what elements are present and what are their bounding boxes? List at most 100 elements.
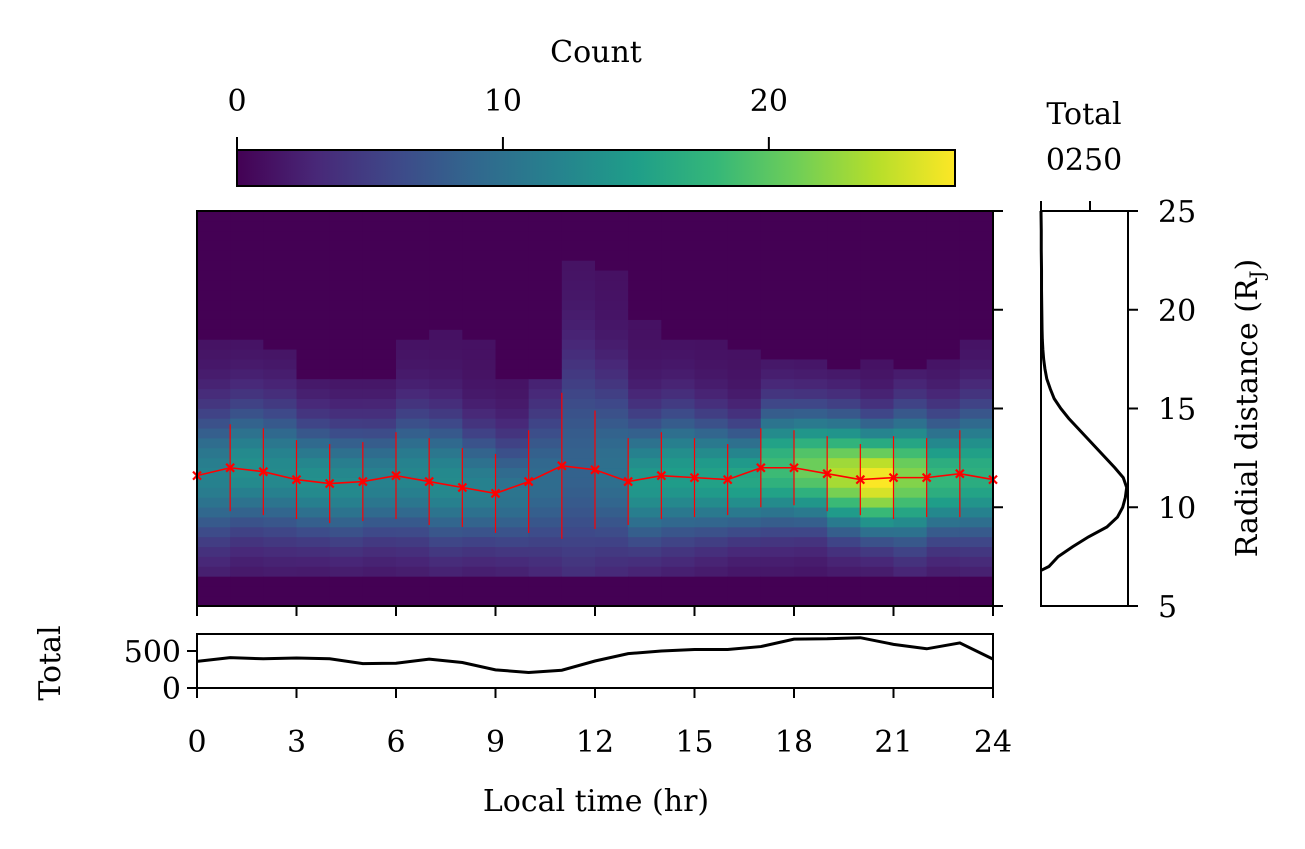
heatmap-cell: [794, 250, 828, 261]
heatmap-cell: [595, 348, 629, 360]
time-total-y-tick-label: 500: [124, 635, 181, 670]
heatmap-cell: [727, 220, 762, 232]
heatmap-cell: [661, 595, 696, 607]
heatmap-cell: [230, 348, 264, 360]
heatmap-cell: [694, 240, 729, 251]
heatmap-cell: [362, 250, 397, 261]
heatmap-cell: [561, 230, 596, 241]
heatmap-cell: [727, 477, 762, 488]
heatmap-cell: [893, 546, 928, 557]
heatmap-cell: [661, 457, 696, 469]
heatmap-cell: [263, 408, 298, 419]
heatmap-cell: [926, 457, 961, 469]
heatmap-cell: [495, 339, 530, 350]
heatmap-cell: [197, 220, 231, 232]
heatmap-cell: [661, 210, 696, 222]
heatmap-cell: [561, 576, 596, 587]
heatmap-cell: [296, 210, 331, 222]
heatmap-cell: [893, 348, 928, 360]
heatmap-cell: [396, 398, 430, 409]
heatmap-cell: [230, 309, 264, 320]
heatmap-cell: [462, 368, 497, 380]
heatmap-cell: [827, 467, 861, 478]
heatmap-cell: [727, 457, 762, 469]
heatmap-cell: [561, 309, 596, 320]
mean-marker: [689, 472, 700, 483]
heatmap-cell: [329, 368, 364, 380]
heatmap-cell: [595, 595, 629, 607]
heatmap-cell: [760, 418, 795, 429]
heatmap-cell: [263, 250, 298, 261]
heatmap-cell: [959, 447, 994, 459]
heatmap-cell: [462, 299, 497, 311]
heatmap-cell: [362, 289, 397, 301]
heatmap-cell: [595, 437, 629, 449]
heatmap-cell: [661, 467, 696, 478]
heatmap-cell: [495, 576, 530, 587]
heatmap-cell: [727, 437, 762, 449]
heatmap-cell: [794, 526, 828, 538]
heatmap-cell: [462, 595, 497, 607]
heatmap-cell: [429, 309, 463, 320]
heatmap-cell: [396, 427, 430, 439]
heatmap-cell: [794, 457, 828, 469]
heatmap-cell: [528, 358, 563, 370]
heatmap-cell: [794, 497, 828, 508]
heatmap-cell: [528, 388, 563, 399]
heatmap-cell: [595, 329, 629, 340]
heatmap-cell: [495, 220, 530, 232]
heatmap-cell: [595, 279, 629, 291]
heatmap-cell: [926, 398, 961, 409]
heatmap-cell: [561, 477, 596, 488]
heatmap-cell: [827, 368, 861, 380]
heatmap-cell: [296, 477, 331, 488]
heatmap-cell: [561, 210, 596, 222]
heatmap-cell: [263, 487, 298, 498]
heatmap-cell: [860, 566, 895, 577]
heatmap-cell: [893, 210, 928, 222]
heatmap-cell: [661, 339, 696, 350]
heatmap-cell: [893, 418, 928, 429]
heatmap-cell: [794, 556, 828, 567]
heatmap-cell: [329, 339, 364, 350]
heatmap-cell: [263, 230, 298, 241]
heatmap-cell: [926, 506, 961, 518]
heatmap-cell: [893, 398, 928, 409]
heatmap-cell: [959, 477, 994, 488]
heatmap-cell: [396, 348, 430, 360]
heatmap-cell: [926, 220, 961, 232]
heatmap-cell: [628, 477, 662, 488]
heatmap-cell: [727, 506, 762, 518]
x-axis-label: Local time (hr): [483, 784, 709, 819]
heatmap-cell: [296, 516, 331, 528]
heatmap-cell: [462, 467, 497, 478]
heatmap-cell: [661, 477, 696, 488]
heatmap-cell: [694, 358, 729, 370]
heatmap-cell: [959, 506, 994, 518]
heatmap-cell: [263, 477, 298, 488]
heatmap-cell: [263, 447, 298, 459]
mean-marker: [490, 488, 501, 499]
heatmap-cell: [396, 339, 430, 350]
heatmap-cell: [893, 339, 928, 350]
time-total-x-tick-label: 12: [576, 725, 614, 760]
heatmap-cell: [462, 497, 497, 508]
heatmap-cell: [727, 595, 762, 607]
heatmap-cell: [760, 358, 795, 370]
heatmap-cell: [959, 309, 994, 320]
heatmap-cell: [628, 467, 662, 478]
heatmap-cell: [197, 467, 231, 478]
heatmap-cell: [794, 378, 828, 390]
heatmap-cell: [429, 536, 463, 548]
heatmap-cell: [528, 230, 563, 241]
heatmap-cell: [429, 477, 463, 488]
heatmap-cell: [396, 250, 430, 261]
heatmap-cell: [760, 319, 795, 330]
mean-marker: [523, 476, 534, 487]
heatmap-cell: [528, 299, 563, 311]
heatmap-cell: [528, 398, 563, 409]
heatmap-cell: [926, 368, 961, 380]
heatmap-cell: [296, 269, 331, 281]
heatmap-cell: [462, 319, 497, 330]
heatmap-cell: [528, 585, 563, 597]
